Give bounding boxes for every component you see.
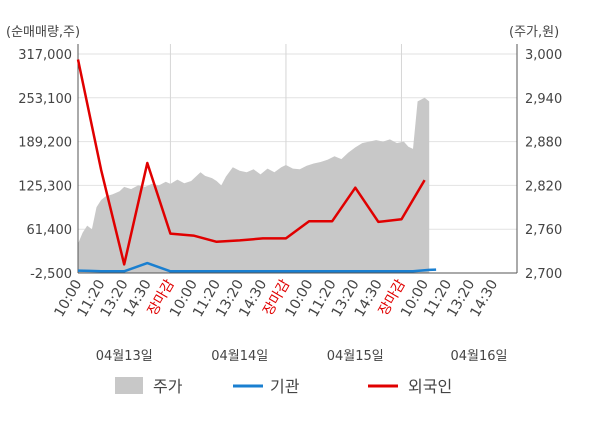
legend-label-foreign: 외국인 [408, 377, 452, 396]
right-tick-label: 2,820 [525, 179, 562, 194]
left-tick-label: 61,400 [27, 223, 73, 238]
right-tick-label: 3,000 [525, 48, 562, 63]
institution-line [77, 261, 437, 273]
right-tick-label: 2,760 [525, 223, 562, 238]
left-tick-label: -2,500 [30, 267, 72, 282]
date-label: 04월14일 [211, 349, 268, 364]
date-label: 04월16일 [450, 349, 507, 364]
price-area-layer [78, 97, 430, 273]
right-axis-title: (주가,원) [509, 25, 559, 40]
axes [77, 44, 518, 274]
right-tick-label: 2,940 [525, 92, 562, 107]
legend-label-institution: 기관 [270, 377, 300, 396]
foreign-line [76, 59, 426, 266]
legend-label-price: 주가 [153, 377, 183, 396]
date-label: 04월15일 [327, 349, 384, 364]
left-tick-label: 125,300 [18, 179, 72, 194]
left-tick-label: 317,000 [18, 48, 72, 63]
left-tick-label: 253,100 [18, 92, 72, 107]
legend: 주가 기관 외국인 [115, 377, 452, 396]
left-axis-title: (순매매량,주) [6, 25, 80, 40]
right-tick-label: 2,700 [525, 267, 562, 282]
legend-swatch-price [115, 377, 143, 394]
left-tick-label: 189,200 [18, 136, 72, 151]
date-label: 04월13일 [96, 349, 153, 364]
price-area [78, 97, 430, 273]
right-tick-label: 2,880 [525, 136, 562, 151]
series-lines [76, 59, 437, 273]
